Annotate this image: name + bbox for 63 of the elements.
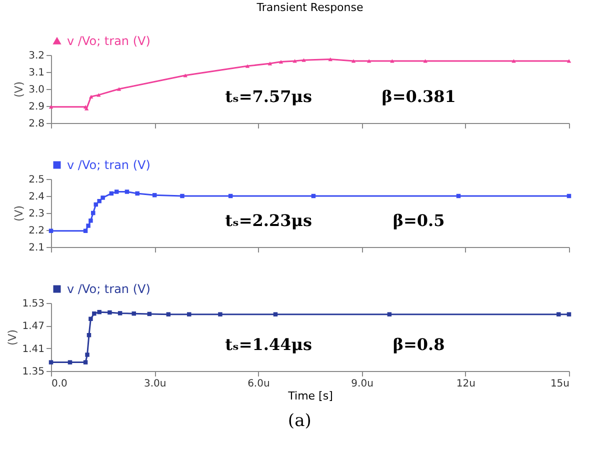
point — [423, 59, 428, 63]
y-tick-label: 2.2 — [28, 226, 44, 236]
annotation: β=0.8 — [392, 335, 445, 354]
point — [152, 193, 157, 198]
x-tick-label: 0.0 — [52, 378, 68, 390]
chart-title: Transient Response — [256, 1, 364, 14]
y-axis-title: (V) — [12, 81, 26, 98]
point — [116, 87, 122, 91]
point — [245, 64, 250, 68]
y-tick-label: 2.3 — [28, 208, 44, 220]
y-tick-label: 1.35 — [22, 366, 44, 378]
y-tick-label: 2.1 — [28, 242, 44, 254]
point — [566, 59, 572, 63]
y-tick-label: 1.53 — [22, 298, 44, 310]
y-tick-label: 2.4 — [28, 192, 44, 202]
point — [351, 59, 356, 63]
annotation: tₛ=1.44μs — [225, 335, 312, 354]
x-tick-label: 12u — [456, 378, 476, 390]
y-tick-label: 1.41 — [22, 344, 44, 355]
point — [278, 60, 284, 64]
point — [96, 93, 101, 97]
point — [97, 198, 102, 204]
y-tick-label: 2.8 — [28, 118, 44, 130]
point — [366, 59, 372, 63]
point — [328, 57, 332, 62]
x-tick-label: 9.0u — [351, 378, 374, 390]
x-tick-label: 15u — [550, 378, 570, 390]
y-axis-title: (V) — [12, 205, 26, 222]
point — [124, 190, 130, 194]
y-tick-label: 2.9 — [28, 102, 44, 112]
legend-label: v /Vo; tran (V) — [67, 282, 150, 296]
point — [91, 210, 96, 216]
point — [302, 58, 306, 62]
legend-label: v /Vo; tran (V) — [67, 158, 150, 172]
point — [88, 218, 93, 223]
point — [512, 59, 516, 63]
point — [88, 94, 94, 98]
point — [86, 224, 90, 228]
point — [83, 228, 88, 233]
y-axis-title: (V) — [6, 329, 20, 346]
x-axis-title: Time [s] — [287, 390, 333, 402]
y-tick-label: 2.5 — [28, 174, 44, 186]
x-tick-label: 3.0u — [144, 378, 166, 390]
point — [48, 228, 54, 233]
point — [268, 62, 272, 66]
x-tick-label: 6.0u — [248, 378, 270, 390]
point — [48, 105, 54, 109]
point — [180, 194, 184, 198]
point — [390, 59, 394, 63]
legend-label: v /Vo; tran (V) — [67, 34, 150, 48]
annotation: tₛ=7.57μs — [225, 87, 312, 106]
point — [135, 191, 140, 196]
y-tick-label: 3.2 — [28, 50, 44, 62]
y-tick-label: 3.1 — [28, 68, 44, 78]
y-tick-label: 1.47 — [22, 321, 44, 332]
y-tick-label: 3.0 — [28, 84, 44, 96]
annotation: tₛ=2.23μs — [225, 211, 312, 230]
annotation: β=0.5 — [392, 211, 445, 230]
text: (a) — [288, 411, 312, 431]
point — [100, 196, 105, 200]
annotation: β=0.381 — [382, 87, 456, 106]
point — [292, 59, 297, 63]
point — [114, 190, 119, 194]
